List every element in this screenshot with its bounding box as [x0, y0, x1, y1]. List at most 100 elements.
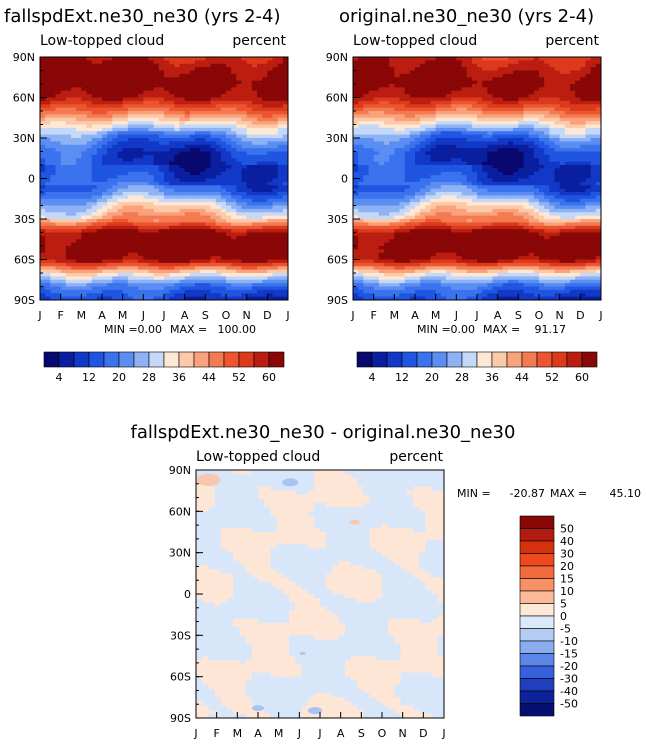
- panel-left-cell: [158, 279, 165, 284]
- panel-left-cell: [96, 289, 103, 294]
- panel-right-cell: [564, 73, 571, 78]
- panel-left-cell: [60, 94, 67, 98]
- panel-left-cell: [272, 239, 279, 244]
- panel-right-cell: [502, 148, 509, 152]
- panel-right-cell: [466, 104, 473, 109]
- panel-left-cell: [189, 175, 196, 179]
- panel-right-cell: [446, 141, 452, 146]
- panel-left-cell: [76, 289, 82, 294]
- panel-left-cell: [153, 296, 160, 301]
- panel-left-cell: [81, 239, 87, 244]
- panel-right-cell: [399, 121, 406, 125]
- panel-left-cell: [112, 202, 118, 206]
- panel-left-cell: [148, 127, 155, 132]
- panel-left-cell: [189, 63, 196, 68]
- panel-left-cell: [55, 121, 62, 125]
- panel-left-cell: [122, 63, 129, 68]
- panel-right-cell: [539, 97, 545, 102]
- panel-left-cell: [272, 188, 279, 193]
- panel-left-cell: [143, 208, 149, 213]
- panel-right-cell: [570, 144, 576, 149]
- panel-left-cell: [236, 175, 242, 179]
- panel-left-cell: [143, 94, 149, 98]
- panel-left-cell: [50, 158, 56, 163]
- panel-left-cell: [174, 94, 180, 98]
- panel-left-cell: [107, 296, 113, 301]
- panel-left-cell: [267, 219, 273, 223]
- panel-left-cell: [210, 246, 217, 250]
- panel-right-cell: [389, 141, 395, 146]
- panel-left-cell: [122, 97, 129, 102]
- panel-left-cell: [91, 161, 98, 166]
- panel-left-cell: [127, 67, 134, 71]
- panel-left-cell: [76, 131, 82, 136]
- panel-left-cell: [220, 239, 227, 244]
- panel-right-cell: [363, 148, 369, 152]
- panel-left-cell: [189, 171, 196, 176]
- panel-right-cell: [513, 77, 519, 82]
- panel-left-cell: [96, 57, 103, 61]
- panel-right-cell: [378, 63, 385, 68]
- panel-right-cell: [420, 94, 426, 98]
- panel-right-cell: [471, 87, 478, 92]
- panel-left-cell: [148, 215, 155, 220]
- panel-right-cell: [502, 104, 509, 109]
- panel-left-cell: [241, 77, 248, 82]
- panel-left-cell: [200, 138, 206, 142]
- panel-right-cell: [466, 117, 473, 122]
- panel-left-cell: [60, 219, 67, 223]
- panel-right-cell: [461, 57, 468, 61]
- panel-left-colorbar-label: 52: [232, 371, 246, 384]
- panel-left-cell: [210, 127, 217, 132]
- panel-left-cell: [210, 256, 217, 260]
- panel-right-cell: [477, 70, 483, 75]
- panel-left-cell: [282, 212, 289, 217]
- panel-left-cell: [86, 232, 93, 237]
- panel-right-cell: [487, 73, 493, 78]
- panel-right-cell: [482, 117, 488, 122]
- panel-left-cell: [200, 114, 206, 119]
- panel-left-cell: [257, 124, 263, 129]
- panel-left-cell: [91, 94, 98, 98]
- panel-left-cell: [246, 208, 253, 213]
- panel-left-cell: [210, 232, 217, 237]
- panel-right-cell: [564, 63, 571, 68]
- panel-left-cell: [241, 229, 248, 233]
- panel-left-cell: [174, 84, 180, 88]
- panel-left-cell: [143, 222, 149, 227]
- panel-right-cell: [466, 154, 473, 159]
- panel-left-cell: [215, 269, 222, 274]
- panel-right-cell: [513, 121, 519, 125]
- panel-left-cell: [96, 262, 103, 267]
- panel-left-cell: [55, 276, 62, 281]
- panel-left-cell: [117, 289, 124, 294]
- panel-left-cell: [246, 259, 253, 264]
- panel-left-cell: [55, 178, 62, 183]
- panel-left-cell: [86, 63, 93, 68]
- panel-left-cell: [153, 225, 160, 230]
- panel-left-cell: [169, 259, 175, 264]
- panel-right-cell: [440, 134, 447, 139]
- panel-left-cell: [205, 63, 211, 68]
- panel-left-cell: [189, 60, 196, 65]
- panel-left-cell: [55, 246, 62, 250]
- panel-right-cell: [487, 121, 493, 125]
- panel-left-cell: [272, 232, 279, 237]
- panel-right-cell: [513, 138, 519, 142]
- panel-right-cell: [580, 57, 586, 61]
- panel-left-cell: [60, 198, 67, 203]
- panel-right-cell: [502, 144, 509, 149]
- panel-right-cell: [497, 141, 504, 146]
- panel-right-cell: [384, 127, 390, 132]
- panel-left-cell: [86, 94, 93, 98]
- panel-left-cell: [179, 219, 186, 223]
- panel-left-cell: [267, 246, 273, 250]
- panel-left-cell: [210, 84, 217, 88]
- panel-left-cell: [60, 70, 67, 75]
- panel-left-cell: [277, 144, 284, 149]
- panel-left-cell: [133, 256, 139, 260]
- panel-right-cell: [554, 144, 561, 149]
- panel-right-cell: [435, 154, 442, 159]
- panel-left-cell: [257, 151, 263, 156]
- panel-left-cell: [164, 134, 170, 139]
